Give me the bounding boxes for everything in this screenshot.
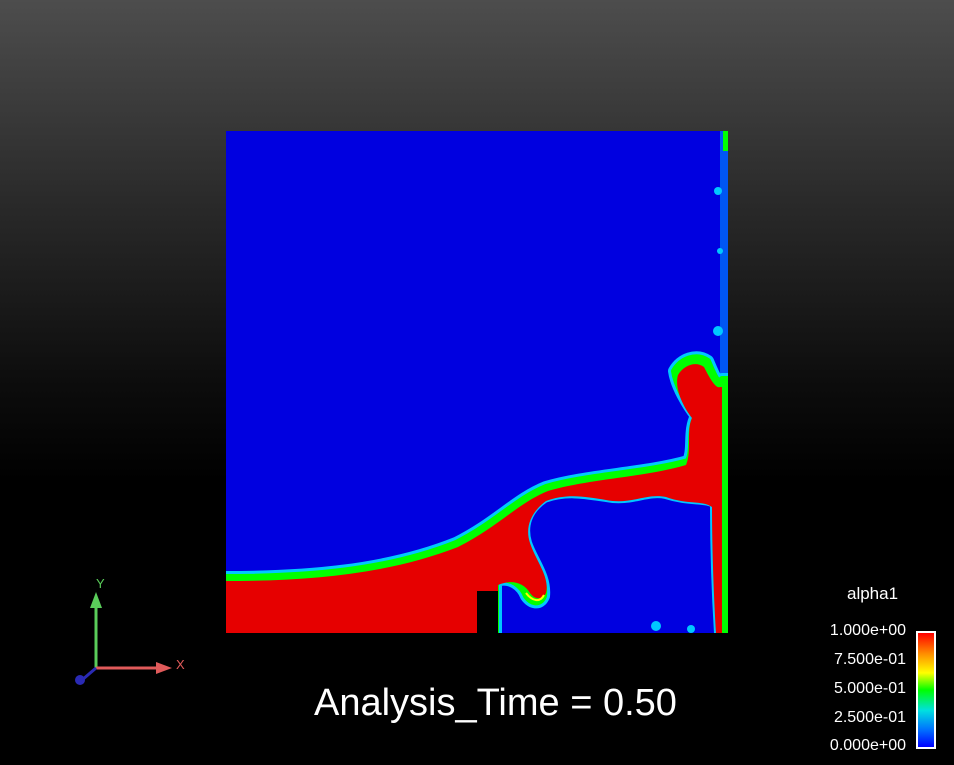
- y-axis-arrow: [90, 592, 102, 608]
- droplet: [651, 621, 661, 631]
- color-legend: alpha1 1.000e+00 7.500e-01 5.000e-01 2.5…: [800, 580, 950, 760]
- x-axis-arrow: [156, 662, 172, 674]
- legend-tick: 7.500e-01: [833, 651, 906, 668]
- analysis-time-label: Analysis_Time = 0.50: [314, 682, 677, 724]
- droplet: [714, 187, 722, 195]
- legend-tick: 1.000e+00: [829, 622, 906, 639]
- orientation-axes: Y X: [75, 576, 185, 685]
- droplet: [713, 326, 723, 336]
- droplet: [687, 625, 695, 633]
- alpha-field-view: [226, 131, 728, 633]
- droplet-edge: [525, 592, 545, 601]
- obstacle-block: [477, 591, 498, 633]
- legend-tick: 2.500e-01: [833, 709, 906, 726]
- x-axis-label: X: [176, 657, 185, 672]
- right-wall-film-top: [723, 131, 728, 151]
- droplet: [717, 248, 723, 254]
- legend-tick: 0.000e+00: [829, 737, 906, 754]
- legend-tick: 5.000e-01: [833, 680, 906, 697]
- y-axis-label: Y: [96, 576, 105, 591]
- liquid-region: [226, 364, 722, 633]
- legend-color-bar: [916, 631, 936, 749]
- legend-title: alpha1: [847, 584, 899, 603]
- z-axis-arrow: [75, 675, 85, 685]
